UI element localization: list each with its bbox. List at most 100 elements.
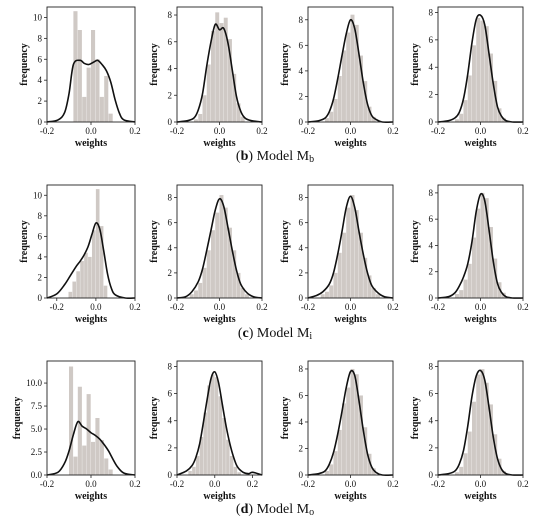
histogram-bar xyxy=(232,250,237,298)
y-tick-label: 8 xyxy=(299,364,304,374)
histogram-bar xyxy=(493,80,498,122)
y-axis-label: frequency xyxy=(410,43,421,86)
y-tick-label: 4 xyxy=(429,62,434,72)
histogram-bar xyxy=(219,23,224,123)
kde-curve xyxy=(437,369,524,476)
histogram-bar xyxy=(95,189,100,298)
y-tick-label: 6 xyxy=(38,54,43,64)
histogram-bar xyxy=(329,111,334,122)
histogram-bar xyxy=(73,456,78,475)
x-tick-label: 0.2 xyxy=(129,302,140,312)
y-tick-label: 4 xyxy=(38,75,43,85)
x-tick-label: -0.2 xyxy=(301,302,315,312)
x-tick-label: -0.2 xyxy=(301,479,315,489)
histogram-bar xyxy=(463,100,468,122)
histogram-bar xyxy=(82,445,87,475)
x-tick-label: -0.2 xyxy=(301,126,315,136)
histogram-bar xyxy=(329,285,334,298)
histogram-bar xyxy=(459,113,464,122)
y-tick-label: 10 xyxy=(33,190,43,200)
histogram-bar xyxy=(237,472,241,475)
histogram-bar xyxy=(359,232,363,298)
x-tick-label: 0.2 xyxy=(387,479,398,489)
x-tick-label: 0.2 xyxy=(387,302,398,312)
histogram-bar xyxy=(480,20,485,122)
histogram-bar xyxy=(192,466,196,475)
histogram-bar xyxy=(77,386,82,475)
x-axis-label: weights xyxy=(203,138,235,149)
histogram-bar xyxy=(467,75,472,122)
histogram-bar xyxy=(76,271,80,298)
histogram-bar xyxy=(493,258,498,298)
histogram-bar xyxy=(333,272,338,298)
histogram-bar xyxy=(455,472,459,475)
y-tick-label: 4 xyxy=(168,416,173,426)
y-tick-label: 0 xyxy=(429,470,434,480)
y-tick-label: 4 xyxy=(168,243,173,253)
histogram-bar xyxy=(354,210,359,298)
y-tick-label: 0 xyxy=(38,293,43,303)
y-axis-label: frequency xyxy=(280,43,291,86)
x-tick-label: -0.2 xyxy=(170,302,184,312)
histogram-panel: -0.2 0.0 0.2 0 2 4 6 8 weights frequency xyxy=(410,184,529,325)
histogram-panel: -0.2 0.0 0.2 0 2 4 6 8 weights frequency xyxy=(149,6,268,149)
histogram-bar xyxy=(489,404,493,475)
y-tick-label: 10 xyxy=(33,12,43,22)
histogram-bar xyxy=(493,434,498,475)
y-tick-label: 0 xyxy=(429,117,434,127)
y-tick-label: 4 xyxy=(299,417,304,427)
histogram-bar xyxy=(198,113,203,122)
y-axis-label: frequency xyxy=(149,397,160,440)
y-axis-label: frequency xyxy=(280,397,291,440)
histogram-bar xyxy=(333,99,338,122)
histogram-bar xyxy=(95,418,100,475)
histogram-panel: -0.2 0.0 0.2 0 2 4 6 8 weights frequency xyxy=(280,360,399,502)
histogram-bar xyxy=(228,39,232,123)
x-tick-label: -0.2 xyxy=(170,126,184,136)
histogram-panel: -0.2 0.0 0.2 0 2 4 6 8 weights frequency xyxy=(410,360,529,502)
y-tick-label: 8 xyxy=(38,211,43,221)
histogram-bar xyxy=(206,64,211,122)
histogram-bar xyxy=(214,377,219,475)
histogram-bar xyxy=(189,294,194,298)
histogram-bar xyxy=(350,368,355,475)
x-axis-label: weights xyxy=(334,491,366,502)
histogram-bar xyxy=(489,227,493,298)
caption-model-i: (c) Model Mi xyxy=(237,326,313,342)
histogram-bar xyxy=(211,31,215,123)
histogram-bar xyxy=(367,106,372,122)
histogram-bar xyxy=(489,53,493,122)
histogram-bar xyxy=(99,96,104,122)
x-tick-label: -0.2 xyxy=(40,126,54,136)
histogram-panel: -0.2 0.0 0.2 0 2 4 6 8 10 weights frequency xyxy=(19,184,141,325)
y-tick-label: 4 xyxy=(168,64,173,74)
x-tick-label: -0.2 xyxy=(431,126,445,136)
kde-curve xyxy=(437,192,524,299)
y-tick-label: 4 xyxy=(38,252,43,262)
x-axis-label: weights xyxy=(464,314,496,325)
histogram-panel: -0.2 0.0 0.2 0 2 4 6 8 weights frequency xyxy=(149,184,268,325)
y-tick-label: 0 xyxy=(429,293,434,303)
histogram-bar xyxy=(371,468,376,475)
y-tick-label: 8 xyxy=(429,188,434,198)
histogram-bar xyxy=(463,453,468,475)
histogram-bar xyxy=(223,17,228,122)
histogram-bar xyxy=(91,441,96,475)
histogram-panel: -0.2 0.0 0.20.02.55.07.510.0weightsfrequen… xyxy=(12,360,141,502)
x-tick-label: 0.0 xyxy=(85,479,97,489)
y-tick-label: 6 xyxy=(299,218,304,228)
histogram-bar xyxy=(108,113,113,122)
kde-curve xyxy=(46,59,136,123)
x-tick-label: -0.2 xyxy=(431,302,445,312)
histogram-bar xyxy=(484,382,489,475)
y-tick-label: 0 xyxy=(299,293,304,303)
histogram-bar xyxy=(198,282,203,298)
histogram-bar xyxy=(342,232,346,298)
y-tick-label: 4 xyxy=(299,66,304,76)
kde-curve xyxy=(307,18,394,123)
histogram-bar xyxy=(371,116,376,122)
histogram-bar xyxy=(206,250,211,298)
x-axis-label: weights xyxy=(464,138,496,149)
histogram-bar xyxy=(497,458,502,475)
histogram-bar xyxy=(320,294,325,298)
